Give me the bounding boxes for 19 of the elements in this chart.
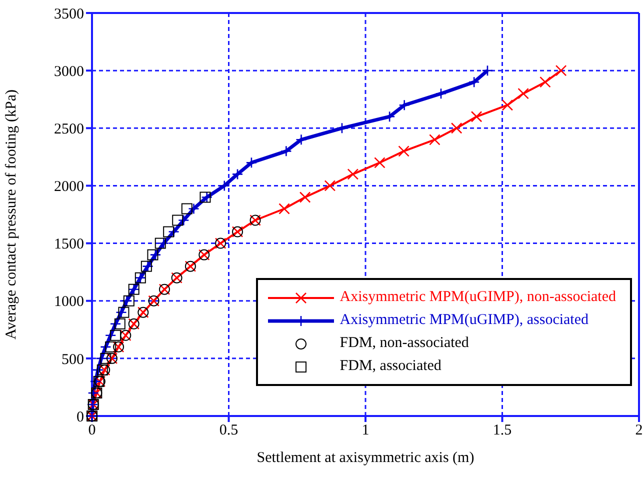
y-tick-label: 3500 — [54, 6, 84, 22]
legend-label: Axisymmetric MPM(uGIMP), non-associated — [340, 289, 616, 306]
legend-label: FDM, associated — [340, 358, 442, 375]
legend-label: Axisymmetric MPM(uGIMP), associated — [340, 312, 589, 329]
x-tick-label: 1 — [362, 422, 370, 439]
x-axis-title: Settlement at axisymmetric axis (m) — [256, 450, 474, 466]
y-tick-label: 1000 — [54, 294, 84, 310]
y-tick-label: 1500 — [54, 236, 84, 253]
y-tick-label: 0 — [76, 409, 84, 426]
x-tick-label: 0 — [88, 422, 96, 439]
x-tick-label: 2 — [635, 422, 643, 439]
y-tick-label: 3000 — [54, 64, 84, 80]
x-tick-label: 1.5 — [492, 422, 512, 439]
y-tick-label: 2500 — [54, 121, 84, 138]
legend-label: FDM, non-associated — [340, 335, 469, 352]
y-tick-label: 2000 — [54, 179, 84, 196]
x-tick-label: 0.5 — [219, 422, 238, 439]
y-axis-title: Average contact pressure of footing (kPa) — [3, 89, 20, 340]
y-tick-label: 500 — [62, 352, 84, 368]
